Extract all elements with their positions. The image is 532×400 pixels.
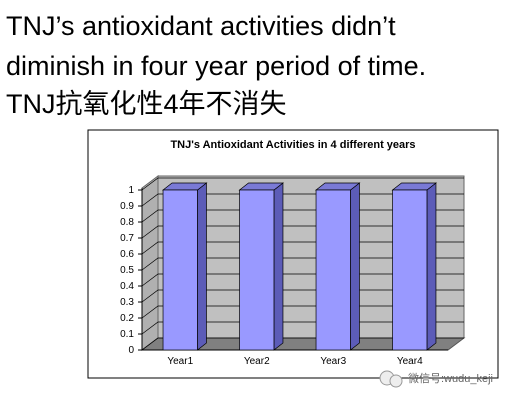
y-tick-label: 0.2 [120, 313, 134, 324]
bar-front [162, 189, 198, 351]
y-tick-label: 0.6 [120, 249, 134, 260]
y-tick-label: 0 [128, 345, 134, 356]
grid-line [141, 241, 464, 255]
bar [162, 182, 208, 351]
grid-line [141, 225, 464, 239]
bar-front [392, 189, 428, 351]
bar-front [315, 189, 351, 351]
y-tick-label: 1 [128, 185, 134, 196]
bar [315, 182, 361, 351]
y-tick-label: 0.5 [120, 265, 134, 276]
watermark-text: 微信号:wudu_keji [408, 371, 493, 385]
grid-line [141, 321, 464, 335]
chart-title: TNJ's Antioxidant Activities in 4 differ… [170, 139, 415, 151]
heading-line: TNJ’s antioxidant activities didn’t [6, 11, 396, 41]
grid-line [141, 273, 464, 287]
watermark: 微信号:wudu_keji [379, 370, 493, 388]
x-tick-label: Year4 [397, 356, 423, 367]
y-tick-label: 0.8 [120, 217, 134, 228]
x-tick-label: Year3 [320, 356, 346, 367]
grid-line [141, 193, 464, 207]
grid-line [141, 289, 464, 303]
heading-line: diminish in four year period of time. [6, 51, 426, 81]
bar [391, 182, 437, 351]
x-tick-label: Year2 [244, 356, 270, 367]
bar-side [426, 182, 437, 351]
grid-line [141, 177, 464, 191]
y-tick-label: 0.1 [120, 329, 134, 340]
grid-line [141, 209, 464, 223]
grid-line [141, 257, 464, 271]
bar-side [197, 182, 207, 351]
plot: 0 0.1 0.2 0.3 0.4 0.5 0.6 0.7 0.8 0.9 1 Year1 Year2 Y… [120, 175, 466, 367]
bar-side [273, 182, 284, 351]
grid-line [141, 305, 464, 319]
bar [238, 182, 284, 351]
x-tick-label: Year1 [167, 356, 193, 367]
heading-line: TNJ抗氧化性4年不消失 [6, 89, 287, 119]
bar-side [350, 182, 360, 351]
y-tick-label: 0.7 [120, 233, 134, 244]
y-tick-label: 0.3 [120, 297, 134, 308]
bar-front [239, 189, 275, 351]
grid-line [141, 337, 464, 351]
y-tick-label: 0.4 [120, 281, 134, 292]
y-tick-label: 0.9 [120, 201, 134, 212]
